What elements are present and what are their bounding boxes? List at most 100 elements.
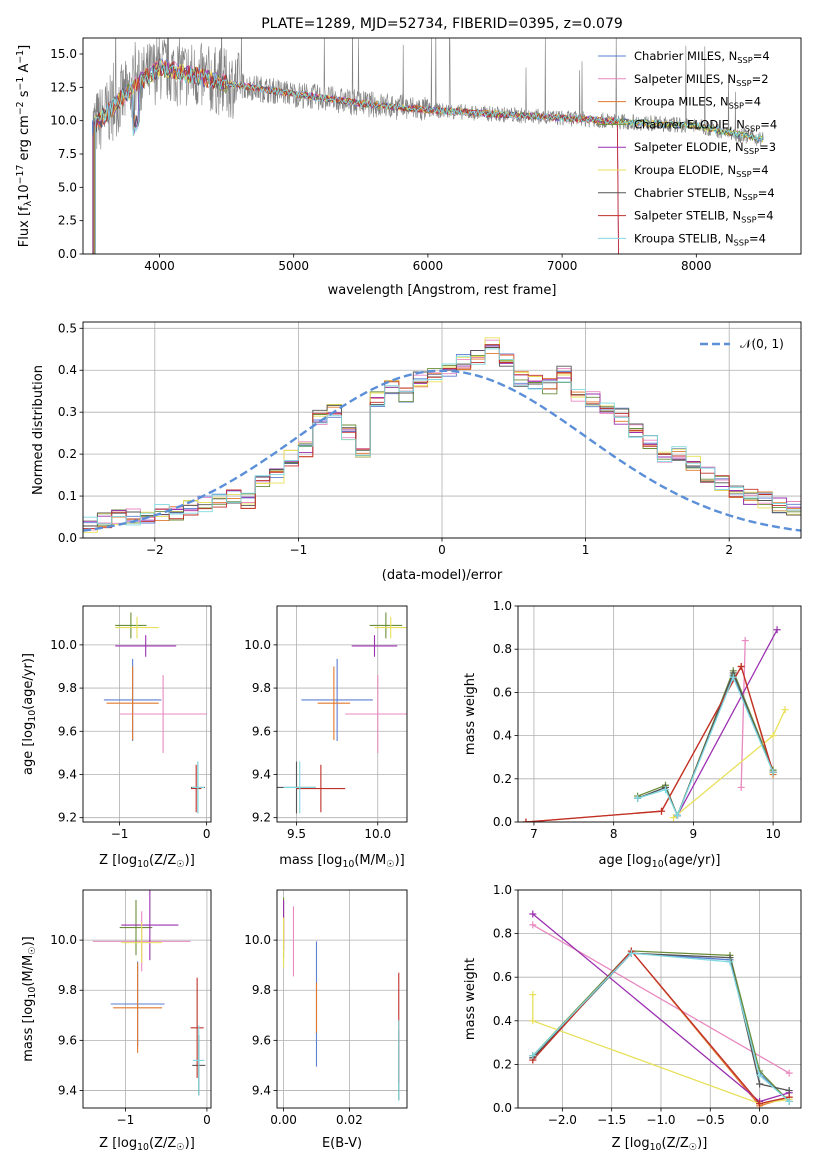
spectrum-xtick-label: 6000 <box>413 259 444 273</box>
mass-z-xtick-label: −1 <box>117 1113 135 1127</box>
weight-age-marker <box>729 673 737 681</box>
spectrum-ylabel: Flux [fλ10−17 erg cm−2 s−1 A−1] <box>15 45 34 247</box>
weight-z-axes: −2.0 −1.5 −1.0 −0.5 0.0 0.0 0.2 0.4 0.6 0.8 1.0 <box>493 883 801 1127</box>
weight-z-marker <box>529 1052 537 1060</box>
weight-z-line-7 <box>532 950 790 1105</box>
mass-z-ticks: −1 0 9.4 9.6 9.8 10.0 <box>50 933 210 1127</box>
residual-frame <box>82 321 802 539</box>
mass-ebv-ytick-label: 9.4 <box>252 1083 271 1097</box>
weight-age-line-7 <box>525 664 774 822</box>
residual-ytick-label: 0.0 <box>58 531 77 545</box>
mass-z-ytick-label: 10.0 <box>50 933 77 947</box>
normal-curve <box>83 369 801 532</box>
legend-entry-3: Chabrier ELODIE, NSSP=4 <box>634 117 777 133</box>
age-z-plot <box>103 612 207 814</box>
weight-z-marker <box>785 1069 793 1077</box>
age-z-ytick-label: 9.8 <box>58 681 77 695</box>
age-z-xlabel: Z [log10(Z/Z☉)] <box>99 853 195 870</box>
weight-age-xlabel: age [log10(age/yr)] <box>599 853 721 870</box>
weight-age-xtick-label: 8 <box>610 827 618 841</box>
spectrum-model-line-5 <box>94 59 764 254</box>
age-z-ytick-label: 9.2 <box>58 811 77 825</box>
age-z-ylabel: age [log10(age/yr)] <box>21 653 38 775</box>
mass-ebv-plot <box>283 897 400 1101</box>
spectrum-model-line-1 <box>92 60 619 254</box>
legend-entry-1: Salpeter MILES, NSSP=2 <box>634 72 769 88</box>
weight-age-marker <box>522 818 530 822</box>
residual-axes: −2 −1 0 1 2 0.0 0.1 0.2 0.3 0.4 0.5 <box>58 321 801 557</box>
age-mass-ytick-label: 9.2 <box>252 811 271 825</box>
weight-age-ytick-label: 0.8 <box>493 642 512 656</box>
spectrum-ticks: 4000 5000 6000 7000 8000 0.0 2.5 5.0 7.5 10.0 12.5… <box>50 47 711 273</box>
residual-hist-8 <box>83 348 801 538</box>
weight-z-plot <box>529 910 793 1108</box>
mass-ebv-ytick-label: 10.0 <box>244 933 271 947</box>
weight-z-ytick-label: 0.8 <box>493 927 512 941</box>
weight-z-marker <box>756 1071 764 1079</box>
age-mass-ytick-label: 9.8 <box>252 681 271 695</box>
legend-entry-8: Kroupa STELIB, NSSP=4 <box>634 231 766 247</box>
mass-z-grid <box>83 890 211 1108</box>
mass-z-ytick-label: 9.8 <box>58 983 77 997</box>
residual-xtick-label: 0 <box>438 543 446 557</box>
age-mass-axes: 9.5 10.0 9.2 9.4 9.6 9.8 10.0 <box>244 606 407 841</box>
spectrum-xtick-label: 4000 <box>144 259 175 273</box>
mass-z-xlabel: Z [log10(Z/Z☉)] <box>99 1136 195 1153</box>
weight-z-marker <box>627 949 635 957</box>
residual-xlabel: (data-model)/error <box>382 568 503 583</box>
mass-ebv-ytick-label: 9.8 <box>252 983 271 997</box>
legend-entry-7: Salpeter STELIB, NSSP=4 <box>634 209 774 225</box>
weight-age-marker <box>769 732 777 740</box>
residual-ytick-label: 0.2 <box>58 447 77 461</box>
legend-entry-6: Chabrier STELIB, NSSP=4 <box>634 186 775 202</box>
weight-age-marker <box>737 783 745 791</box>
mass-ebv-grid <box>277 890 407 1108</box>
weight-age-xtick-label: 10 <box>765 827 780 841</box>
weight-z-xtick-label: −2.0 <box>548 1113 577 1127</box>
spectrum-ytick-label: 15.0 <box>50 47 77 61</box>
weight-age-ytick-label: 1.0 <box>493 599 512 613</box>
mass-ebv-xtick-label: 0.00 <box>270 1113 297 1127</box>
residual-xtick-label: 1 <box>582 543 590 557</box>
weight-age-frame <box>517 605 802 823</box>
age-mass-ytick-label: 10.0 <box>244 638 271 652</box>
weight-age-marker <box>773 626 781 634</box>
weight-z-marker <box>529 1017 537 1025</box>
age-z-ticks: −1 0 9.2 9.4 9.6 9.8 10.0 <box>50 638 210 841</box>
weight-z-marker <box>529 991 537 999</box>
weight-age-marker <box>741 637 749 645</box>
spectrum-xtick-label: 7000 <box>547 259 578 273</box>
residual-hist-4 <box>83 345 801 538</box>
residual-xtick-label: −1 <box>290 543 308 557</box>
weight-age-ytick-label: 0.4 <box>493 729 512 743</box>
spectrum-ytick-label: 5.0 <box>58 180 77 194</box>
weight-age-marker <box>661 786 669 794</box>
mass-z-ytick-label: 9.6 <box>58 1033 77 1047</box>
weight-age-line-8 <box>637 675 774 818</box>
residual-ticks: −2 −1 0 1 2 0.0 0.1 0.2 0.3 0.4 0.5 <box>58 321 733 557</box>
weight-age-axes: 7 8 9 10 0.0 0.2 0.4 0.6 0.8 1.0 <box>493 599 801 841</box>
mass-z-axes: −1 0 9.4 9.6 9.8 10.0 <box>50 890 211 1127</box>
mass-z-ytick-label: 9.4 <box>58 1083 77 1097</box>
weight-age-marker <box>634 794 642 802</box>
mass-z-ylabel: mass [log10(M/M☉)] <box>21 936 38 1062</box>
weight-age-line-1 <box>740 640 746 788</box>
spectrum-ytick-label: 2.5 <box>58 214 77 228</box>
weight-z-line-5 <box>532 994 790 1105</box>
spectrum-model-line-7 <box>94 59 619 254</box>
legend-entry-0: Chabrier MILES, NSSP=4 <box>634 49 770 65</box>
weight-age-ytick-label: 0.2 <box>493 772 512 786</box>
age-mass-xtick-label: 10.0 <box>364 827 391 841</box>
weight-z-ylabel: mass weight <box>463 958 478 1040</box>
spectrum-model-line-3 <box>93 63 764 254</box>
age-mass-xtick-label: 9.5 <box>287 827 306 841</box>
weight-z-ytick-label: 0.4 <box>493 1014 512 1028</box>
weight-z-marker <box>529 910 537 918</box>
normal-legend-label: 𝒩(0, 1) <box>740 337 784 351</box>
age-mass-ytick-label: 9.6 <box>252 724 271 738</box>
weight-age-ticks: 7 8 9 10 0.0 0.2 0.4 0.6 0.8 1.0 <box>493 599 781 841</box>
mass-ebv-xtick-label: 0.02 <box>336 1113 363 1127</box>
age-z-xtick-label: −1 <box>111 827 129 841</box>
age-mass-frame <box>276 605 408 823</box>
